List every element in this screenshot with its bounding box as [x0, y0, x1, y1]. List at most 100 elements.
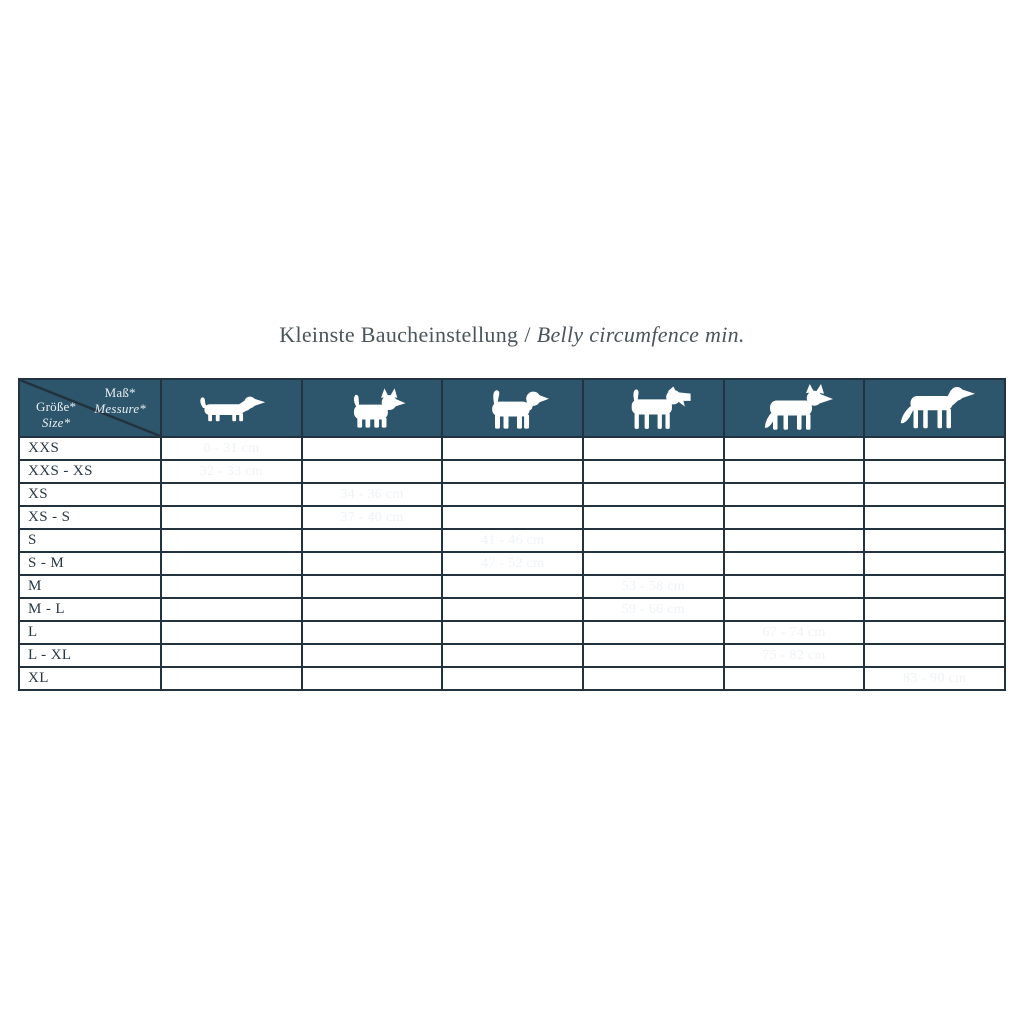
table-row: S - M 47 - 52 cm — [18, 551, 1006, 576]
measure-header-label: Maß* Messure* — [94, 385, 146, 418]
table-row: S 41 - 46 cm — [18, 528, 1006, 553]
column-header-small-terrier — [300, 378, 444, 438]
value-cell: 41 - 46 cm — [441, 528, 584, 553]
empty-cell — [722, 459, 866, 484]
size-label-cell: L — [18, 620, 162, 645]
empty-cell — [300, 666, 444, 691]
empty-cell — [722, 436, 866, 461]
empty-cell — [300, 597, 444, 622]
empty-cell — [441, 643, 584, 668]
empty-cell — [441, 666, 584, 691]
chart-title-en: Belly circumfence min. — [536, 322, 745, 347]
table-row: L - XL 75 - 82 cm — [18, 643, 1006, 668]
empty-cell — [581, 643, 725, 668]
empty-cell — [160, 482, 303, 507]
empty-cell — [863, 551, 1006, 576]
empty-cell — [441, 482, 584, 507]
size-label-cell: M — [18, 574, 162, 599]
empty-cell — [441, 459, 584, 484]
empty-cell — [160, 597, 303, 622]
size-label-cell: M - L — [18, 597, 162, 622]
measure-label-en: Messure* — [94, 401, 146, 417]
value-cell: 34 - 36 cm — [300, 482, 444, 507]
empty-cell — [722, 482, 866, 507]
empty-cell — [160, 528, 303, 553]
size-label-en: Size* — [41, 414, 71, 430]
empty-cell — [863, 620, 1006, 645]
empty-cell — [581, 620, 725, 645]
empty-cell — [160, 620, 303, 645]
table-row: XXS 0 - 31 cm — [18, 436, 1006, 461]
empty-cell — [160, 666, 303, 691]
empty-cell — [581, 528, 725, 553]
value-cell: 47 - 52 cm — [441, 551, 584, 576]
empty-cell — [863, 505, 1006, 530]
wire-terrier-icon — [631, 386, 691, 429]
table-row: M 53 - 58 cm — [18, 574, 1006, 599]
empty-cell — [722, 597, 866, 622]
empty-cell — [722, 528, 866, 553]
chart-title-separator: / — [524, 322, 531, 347]
empty-cell — [160, 643, 303, 668]
chart-title: Kleinste Baucheinstellung / Belly circumfe… — [0, 322, 1024, 348]
empty-cell — [300, 574, 444, 599]
corner-header-cell: Maß* Messure* Größe* Size* — [18, 378, 162, 438]
size-chart-table: Maß* Messure* Größe* Size* XXS 0 - 31 cm X… — [18, 378, 1006, 691]
value-cell: 59 - 66 cm — [581, 597, 725, 622]
empty-cell — [581, 482, 725, 507]
small-terrier-icon — [353, 388, 406, 428]
size-label-cell: XS - S — [18, 505, 162, 530]
empty-cell — [722, 551, 866, 576]
empty-cell — [441, 436, 584, 461]
value-cell: 83 - 90 cm — [863, 666, 1006, 691]
size-label-cell: S — [18, 528, 162, 553]
size-label-cell: XL — [18, 666, 162, 691]
empty-cell — [441, 620, 584, 645]
shepherd-icon — [764, 384, 833, 430]
value-cell: 75 - 82 cm — [722, 643, 866, 668]
empty-cell — [863, 643, 1006, 668]
table-row: L 67 - 74 cm — [18, 620, 1006, 645]
column-header-wire-terrier — [581, 378, 725, 438]
value-cell: 0 - 31 cm — [160, 436, 303, 461]
size-label-cell: S - M — [18, 551, 162, 576]
diagonal-divider — [20, 380, 160, 436]
empty-cell — [581, 666, 725, 691]
empty-cell — [300, 643, 444, 668]
beagle-icon — [492, 390, 549, 429]
empty-cell — [300, 620, 444, 645]
empty-cell — [722, 666, 866, 691]
column-header-great-dane — [863, 378, 1006, 438]
empty-cell — [863, 574, 1006, 599]
great-dane-icon — [900, 387, 976, 429]
table-row: XL 83 - 90 cm — [18, 666, 1006, 691]
dachshund-icon — [200, 396, 266, 422]
empty-cell — [581, 436, 725, 461]
size-label-cell: XS — [18, 482, 162, 507]
value-cell: 32 - 33 cm — [160, 459, 303, 484]
empty-cell — [160, 551, 303, 576]
empty-cell — [581, 551, 725, 576]
size-label-de: Größe* — [36, 398, 77, 414]
value-cell: 67 - 74 cm — [722, 620, 866, 645]
table-row: XS 34 - 36 cm — [18, 482, 1006, 507]
empty-cell — [300, 528, 444, 553]
chart-title-de: Kleinste Baucheinstellung — [279, 322, 519, 347]
measure-label-de: Maß* — [104, 385, 136, 400]
empty-cell — [300, 436, 444, 461]
size-label-cell: XXS — [18, 436, 162, 461]
empty-cell — [863, 597, 1006, 622]
header-row: Maß* Messure* Größe* Size* — [18, 378, 1006, 438]
empty-cell — [722, 505, 866, 530]
empty-cell — [441, 597, 584, 622]
size-label-cell: L - XL — [18, 643, 162, 668]
table-row: XS - S 37 - 40 cm — [18, 505, 1006, 530]
empty-cell — [441, 574, 584, 599]
table-row: M - L 59 - 66 cm — [18, 597, 1006, 622]
empty-cell — [722, 574, 866, 599]
empty-cell — [863, 482, 1006, 507]
empty-cell — [160, 505, 303, 530]
empty-cell — [441, 505, 584, 530]
empty-cell — [581, 459, 725, 484]
table-row: XXS - XS 32 - 33 cm — [18, 459, 1006, 484]
